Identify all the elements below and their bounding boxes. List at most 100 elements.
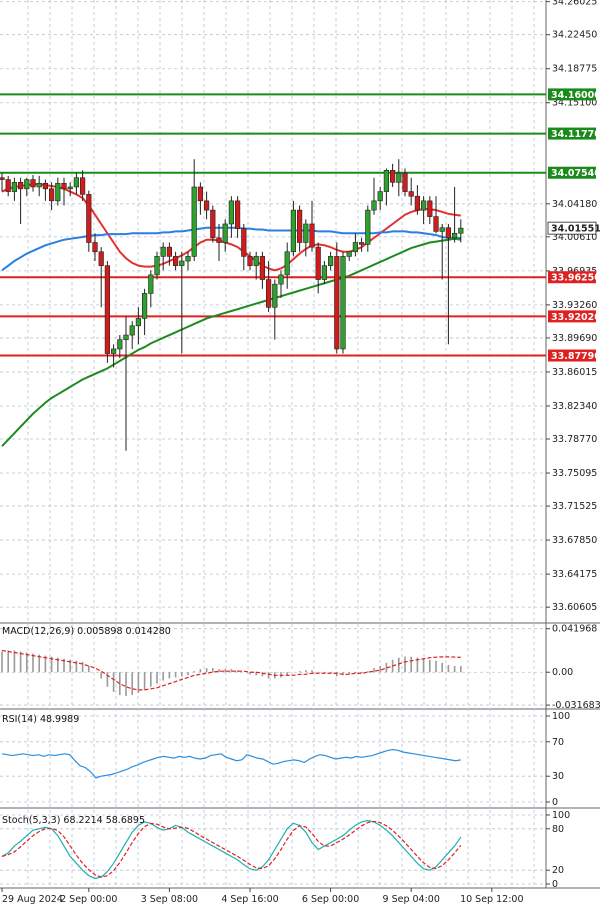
level-price-label: 34.16000: [551, 90, 600, 101]
x-tick-label: 4 Sep 16:00: [221, 894, 278, 905]
candle-body: [129, 325, 135, 336]
y-tick-label: 80: [552, 824, 564, 835]
y-tick-label: 33.60605: [552, 602, 597, 613]
y-tick-label: 34.18775: [552, 64, 597, 75]
level-price-tag: [548, 310, 596, 323]
candle-body: [104, 265, 110, 354]
y-tick-label: 33.71525: [552, 501, 597, 512]
candle-body: [80, 177, 86, 195]
y-tick-label: 34.00610: [552, 232, 597, 243]
candle-body: [216, 237, 222, 243]
candle-body: [142, 293, 148, 319]
moving-average-line: [1, 183, 461, 272]
candle-body: [228, 200, 235, 225]
y-tick-label: 33.67850: [552, 535, 597, 546]
rsi-label: RSI(14) 48.9989: [2, 714, 79, 725]
y-tick-label: 0.00: [552, 667, 573, 678]
macd-label: MACD(12,26,9) 0.005898 0.014280: [2, 626, 171, 637]
candle-body: [420, 200, 427, 211]
stoch-panel: [1, 819, 462, 880]
candle-body: [433, 216, 439, 232]
stoch-k-line: [1, 819, 462, 880]
candle-body: [222, 223, 228, 243]
candle-body: [427, 200, 433, 217]
candle-body: [396, 172, 402, 183]
candle-body: [352, 242, 359, 253]
candle-body: [0, 177, 5, 180]
candle-body: [17, 182, 24, 190]
level-price-label: 34.11770: [551, 129, 600, 140]
candle-body: [315, 246, 321, 280]
candle-body: [11, 182, 18, 192]
candle-body: [42, 182, 48, 190]
candle-body: [259, 256, 266, 280]
candle-body: [389, 170, 396, 183]
moving-average-line: [1, 236, 461, 447]
x-tick-label: 2 Sep 00:00: [60, 894, 117, 905]
candle-body: [210, 209, 216, 239]
level-price-label: 34.07540: [551, 168, 600, 179]
candle-body: [408, 191, 414, 197]
candle-body: [204, 200, 210, 211]
candle-body: [30, 179, 36, 188]
grid: [0, 0, 600, 889]
candle-body: [117, 339, 123, 350]
level-price-tag: [548, 349, 596, 362]
candle-body: [445, 227, 452, 239]
stoch-d-line: [1, 820, 462, 878]
candle-body: [272, 283, 278, 308]
candle-body: [458, 227, 464, 234]
y-tick-label: 30: [552, 771, 564, 782]
current-price-tag: [547, 221, 597, 235]
candle-body: [284, 251, 290, 276]
candle-body: [371, 200, 377, 211]
candle-body: [278, 274, 284, 285]
y-tick-label: 100: [552, 711, 570, 722]
y-tick-label: 0: [552, 879, 558, 890]
y-tick-label: 0: [552, 797, 558, 808]
candle-body: [247, 256, 253, 266]
candle-body: [241, 228, 247, 257]
y-tick-label: 34.15100: [552, 98, 597, 109]
x-tick-label: 3 Sep 08:00: [141, 894, 198, 905]
candle-body: [365, 209, 371, 245]
candle-body: [309, 223, 315, 248]
candle-body: [36, 182, 42, 188]
rsi-panel: [1, 748, 461, 779]
level-price-label: 33.87790: [551, 351, 600, 362]
y-tick-label: 70: [552, 737, 564, 748]
candle-body: [303, 223, 309, 243]
macd-panel: [1, 649, 462, 697]
candle-body: [296, 209, 303, 243]
candle-body: [92, 242, 98, 253]
candle-body: [86, 194, 92, 243]
y-tick-label: 20: [552, 865, 564, 876]
candle-body: [340, 256, 346, 350]
macd-signal-line: [1, 649, 461, 691]
y-tick-label: 33.64175: [552, 569, 597, 580]
y-tick-label: 34.22450: [552, 30, 597, 41]
candle-body: [55, 182, 61, 202]
y-tick-label: 33.93260: [552, 300, 597, 311]
candle-body: [24, 179, 30, 190]
candle-body: [135, 318, 142, 327]
indicator-labels: MACD(12,26,9) 0.005898 0.014280 RSI(14) …: [2, 626, 171, 826]
rsi-line: [1, 748, 461, 779]
candle-body: [290, 209, 297, 253]
level-price-tag: [548, 271, 596, 284]
candle-body: [346, 251, 352, 257]
candle-body: [327, 256, 334, 266]
candle-body: [73, 177, 79, 188]
candle-body: [154, 256, 160, 276]
stoch-label: Stoch(5,3,3) 68.2214 58.6895: [2, 815, 145, 826]
x-tick-label: 9 Sep 04:00: [383, 894, 440, 905]
candle-body: [173, 256, 179, 266]
candle-body: [191, 186, 197, 257]
candle-body: [235, 200, 241, 229]
candle-body: [148, 274, 154, 294]
current-price-label: 34.01551: [551, 224, 600, 235]
y-tick-label: 33.78770: [552, 434, 597, 445]
level-price-label: 33.96250: [551, 273, 600, 284]
